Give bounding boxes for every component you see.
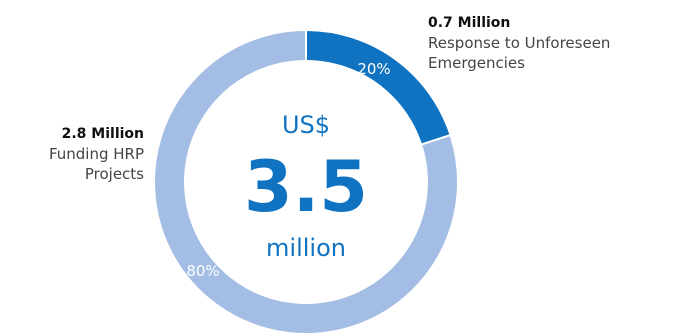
center-unit-label: million [266, 234, 346, 262]
callout-hrp-label: Funding HRP Projects [48, 145, 144, 183]
callout-emergencies-label: Response to Unforeseen Emergencies [428, 34, 611, 72]
center-currency-label: US$ [282, 111, 330, 139]
callout-emergencies: 0.7 Million Response to Unforeseen Emerg… [428, 13, 672, 73]
slice-percent-label-emergencies: 20% [357, 60, 390, 78]
donut-hole [184, 60, 428, 304]
callout-emergencies-amount: 0.7 Million [428, 15, 511, 31]
callout-hrp-amount: 2.8 Million [61, 126, 144, 142]
callout-hrp: 2.8 Million Funding HRP Projects [0, 124, 144, 184]
center-total-value: 3.5 [244, 146, 368, 228]
slice-percent-label-hrp: 80% [186, 262, 219, 280]
